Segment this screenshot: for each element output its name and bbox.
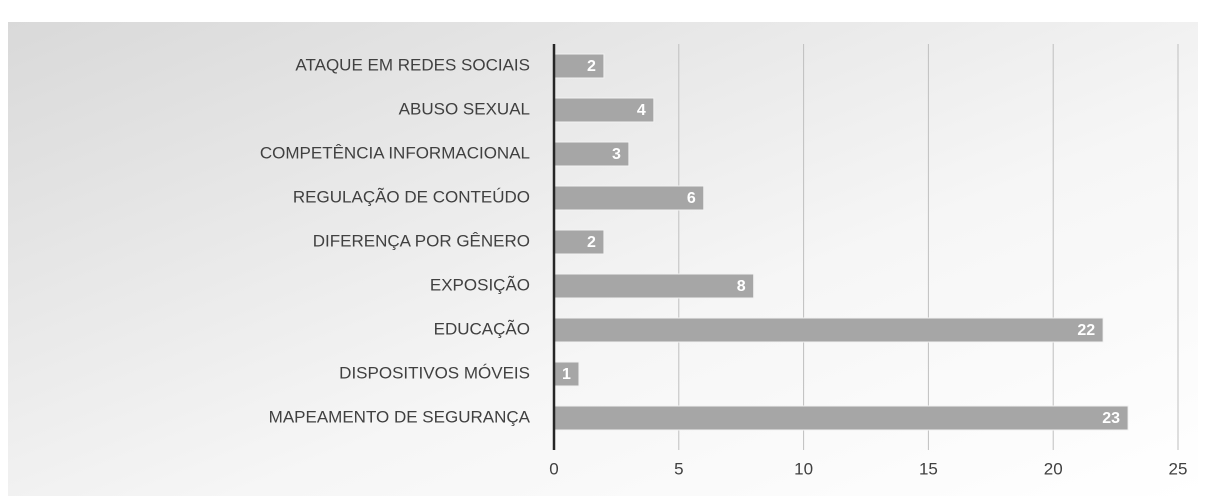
data-label: 2 [587,234,596,251]
x-tick-label: 20 [1044,459,1063,478]
bar [553,97,655,123]
data-label: 1 [562,366,571,383]
bar [553,229,605,255]
data-label: 4 [637,102,646,119]
data-label: 23 [1102,410,1120,427]
bar [553,405,1129,431]
data-label: 3 [612,146,621,163]
y-tick-label: DIFERENÇA POR GÊNERO [313,231,530,250]
bar [553,317,1104,343]
y-tick-label: ABUSO SEXUAL [399,99,530,118]
bar [553,53,605,79]
bar [553,273,755,299]
x-tick-label: 5 [674,459,683,478]
y-tick-label: ATAQUE EM REDES SOCIAIS [295,55,530,74]
data-label: 8 [737,278,746,295]
y-tick-label: REGULAÇÃO DE CONTEÚDO [293,187,530,206]
y-tick-label: COMPETÊNCIA INFORMACIONAL [260,143,530,162]
y-tick-label: EDUCAÇÃO [434,319,530,338]
data-label: 2 [587,58,596,75]
data-label: 22 [1077,322,1095,339]
bar [553,185,705,211]
y-tick-label: DISPOSITIVOS MÓVEIS [339,363,530,382]
x-tick-label: 0 [549,459,558,478]
x-tick-label: 10 [794,459,813,478]
bar [553,361,580,387]
x-tick-label: 25 [1169,459,1188,478]
data-label: 6 [687,190,696,207]
x-tick-label: 15 [919,459,938,478]
y-tick-label: EXPOSIÇÃO [430,275,530,294]
y-tick-label: MAPEAMENTO DE SEGURANÇA [269,407,531,426]
